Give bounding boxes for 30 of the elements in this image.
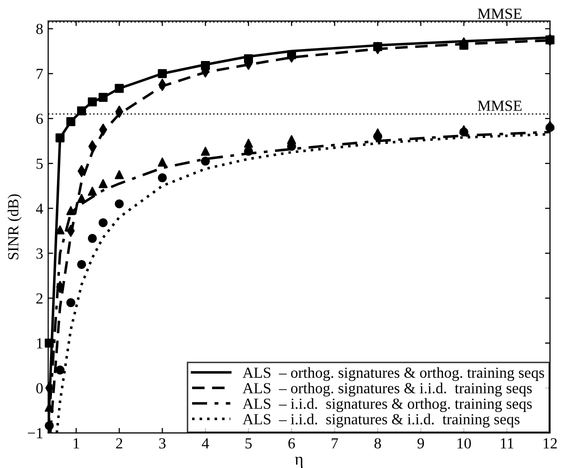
x-tick-label: 8	[374, 438, 381, 449]
legend-label: ALS – orthog. signatures & orthog. training seqs	[242, 367, 544, 381]
y-tick-label: 4	[36, 204, 44, 214]
y-tick-label: 6	[36, 114, 43, 124]
y-tick-label: 2	[36, 293, 42, 304]
y-axis-title: SINR (dB)	[8, 194, 22, 260]
x-tick-label: 2	[116, 438, 122, 448]
legend-label: ALS – i.i.d. signatures & orthog. training seqs	[242, 398, 532, 412]
x-tick-label: 3	[159, 438, 166, 449]
x-tick-label: 12	[544, 438, 557, 448]
x-tick-label: 6	[288, 438, 295, 449]
x-tick-label: 11	[500, 438, 514, 448]
x-tick-label: 1	[74, 438, 80, 448]
y-tick-label: −1	[28, 428, 42, 438]
ref-line-label: MMSE	[478, 8, 522, 19]
y-tick-label: 5	[36, 158, 43, 169]
x-tick-label: 5	[246, 438, 252, 449]
y-tick-label: 8	[36, 24, 43, 34]
ref-line-label: MMSE	[478, 100, 522, 111]
x-tick-label: 4	[202, 438, 209, 448]
legend-label: ALS – i.i.d. signatures & i.i.d. training seqs	[242, 414, 520, 428]
y-tick-label: 1	[37, 338, 42, 348]
y-tick-label: 3	[36, 248, 43, 259]
x-tick-label: 10	[458, 438, 471, 449]
y-tick-label: 7	[36, 68, 43, 79]
x-tick-label: 7	[332, 438, 338, 448]
legend-label: ALS – orthog. signatures & i.i.d. training seqs	[242, 382, 532, 397]
x-tick-label: 9	[417, 438, 424, 449]
x-axis-title: η	[294, 456, 303, 468]
y-tick-label: 0	[36, 383, 43, 394]
